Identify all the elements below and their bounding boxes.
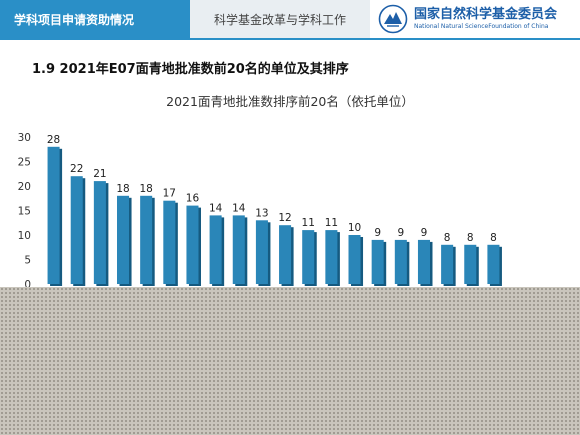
data-label: 8 <box>490 232 497 244</box>
chart-title: 2021面青地批准数排序前20名（依托单位） <box>166 94 414 109</box>
data-label: 11 <box>325 217 338 229</box>
page-title: 1.9 2021年E07面青地批准数前20名的单位及其排序 <box>32 62 349 77</box>
bar <box>163 200 176 284</box>
bar <box>487 244 500 284</box>
y-tick-label: 25 <box>18 157 31 169</box>
bar <box>394 239 407 284</box>
data-label: 9 <box>421 227 428 239</box>
bar <box>464 244 477 284</box>
bar <box>93 181 106 284</box>
bar <box>279 225 292 284</box>
y-tick-label: 5 <box>24 255 31 267</box>
bar <box>371 239 384 284</box>
y-tick-label: 10 <box>18 230 31 242</box>
bar <box>441 244 454 284</box>
slide-header: 学科项目申请资助情况 科学基金改革与学科工作 国家自然科学基金委员会 Natio… <box>0 0 580 40</box>
data-label: 9 <box>397 227 404 239</box>
header-topic: 科学基金改革与学科工作 <box>190 0 370 38</box>
bar <box>302 230 315 284</box>
header-divider <box>0 38 580 40</box>
data-label: 28 <box>47 134 60 146</box>
data-label: 14 <box>232 202 246 214</box>
data-label: 8 <box>444 232 451 244</box>
data-label: 18 <box>116 183 129 195</box>
data-label: 8 <box>467 232 474 244</box>
y-tick-label: 0 <box>24 279 31 291</box>
data-label: 17 <box>163 188 176 200</box>
bar <box>209 215 222 284</box>
data-label: 10 <box>348 222 361 234</box>
data-label: 9 <box>374 227 381 239</box>
bar <box>232 215 245 284</box>
data-label: 13 <box>255 207 268 219</box>
bars: 28 22 21 18 18 17 16 14 14 13 12 11 11 10 9 9 9 8 8 8 <box>47 134 502 286</box>
org-name-en: National Natural ScienceFoundation of Ch… <box>414 23 549 30</box>
bar <box>70 176 83 284</box>
bar-chart: 2021面青地批准数排序前20名（依托单位） 0 5 10 15 20 25 30 28 22… <box>18 94 502 305</box>
y-tick-label: 30 <box>18 132 31 144</box>
y-tick-label: 20 <box>18 181 31 193</box>
y-axis: 0 5 10 15 20 25 30 <box>18 132 31 291</box>
nsfc-logo-icon <box>378 4 408 34</box>
bar <box>255 220 268 284</box>
data-label: 18 <box>139 183 152 195</box>
data-label: 21 <box>93 168 106 180</box>
data-label: 11 <box>302 217 315 229</box>
bar <box>186 205 199 284</box>
bar <box>348 235 361 284</box>
header-section-title: 学科项目申请资助情况 <box>0 0 190 38</box>
y-tick-label: 15 <box>18 206 31 218</box>
bar <box>417 239 430 284</box>
bar <box>117 195 130 284</box>
data-label: 14 <box>209 202 223 214</box>
bar <box>140 195 153 284</box>
data-label: 16 <box>186 193 200 205</box>
org-branding: 国家自然科学基金委员会 National Natural ScienceFoun… <box>370 0 580 38</box>
bar <box>325 230 338 284</box>
obscured-region <box>0 287 580 435</box>
data-label: 12 <box>278 212 291 224</box>
org-name-cn: 国家自然科学基金委员会 <box>414 7 558 22</box>
bar <box>47 146 60 284</box>
data-label: 22 <box>70 163 83 175</box>
